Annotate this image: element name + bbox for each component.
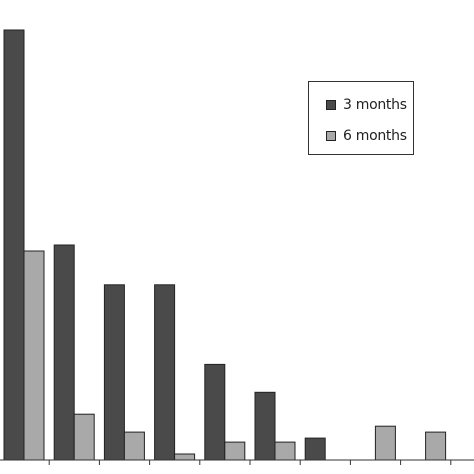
bar-6-months-5: [274, 441, 296, 461]
bar-3-months-2: [103, 284, 125, 461]
bar-3-months-0: [3, 29, 25, 461]
legend-item-3-months: 3 months: [326, 95, 407, 115]
bars-group: [3, 29, 447, 461]
bar-6-months-0: [23, 250, 45, 461]
bar-3-months-5: [254, 391, 276, 461]
bar-3-months-6: [304, 437, 326, 461]
bar-3-months-4: [204, 363, 226, 461]
bar-6-months-2: [123, 431, 145, 461]
bar-6-months-4: [224, 441, 246, 461]
legend-label-6-months: 6 months: [343, 128, 407, 144]
legend-swatch-3-months: [326, 100, 336, 110]
bar-6-months-3: [174, 453, 196, 461]
x-axis: [0, 459, 474, 465]
legend: 3 months 6 months: [308, 81, 414, 155]
legend-item-6-months: 6 months: [326, 126, 407, 146]
bar-6-months-7: [374, 425, 396, 461]
legend-swatch-6-months: [326, 131, 336, 141]
legend-label-3-months: 3 months: [343, 97, 407, 113]
bar-6-months-8: [425, 431, 447, 461]
bar-6-months-1: [73, 413, 95, 461]
bar-3-months-1: [53, 244, 75, 461]
bar-3-months-3: [154, 284, 176, 461]
